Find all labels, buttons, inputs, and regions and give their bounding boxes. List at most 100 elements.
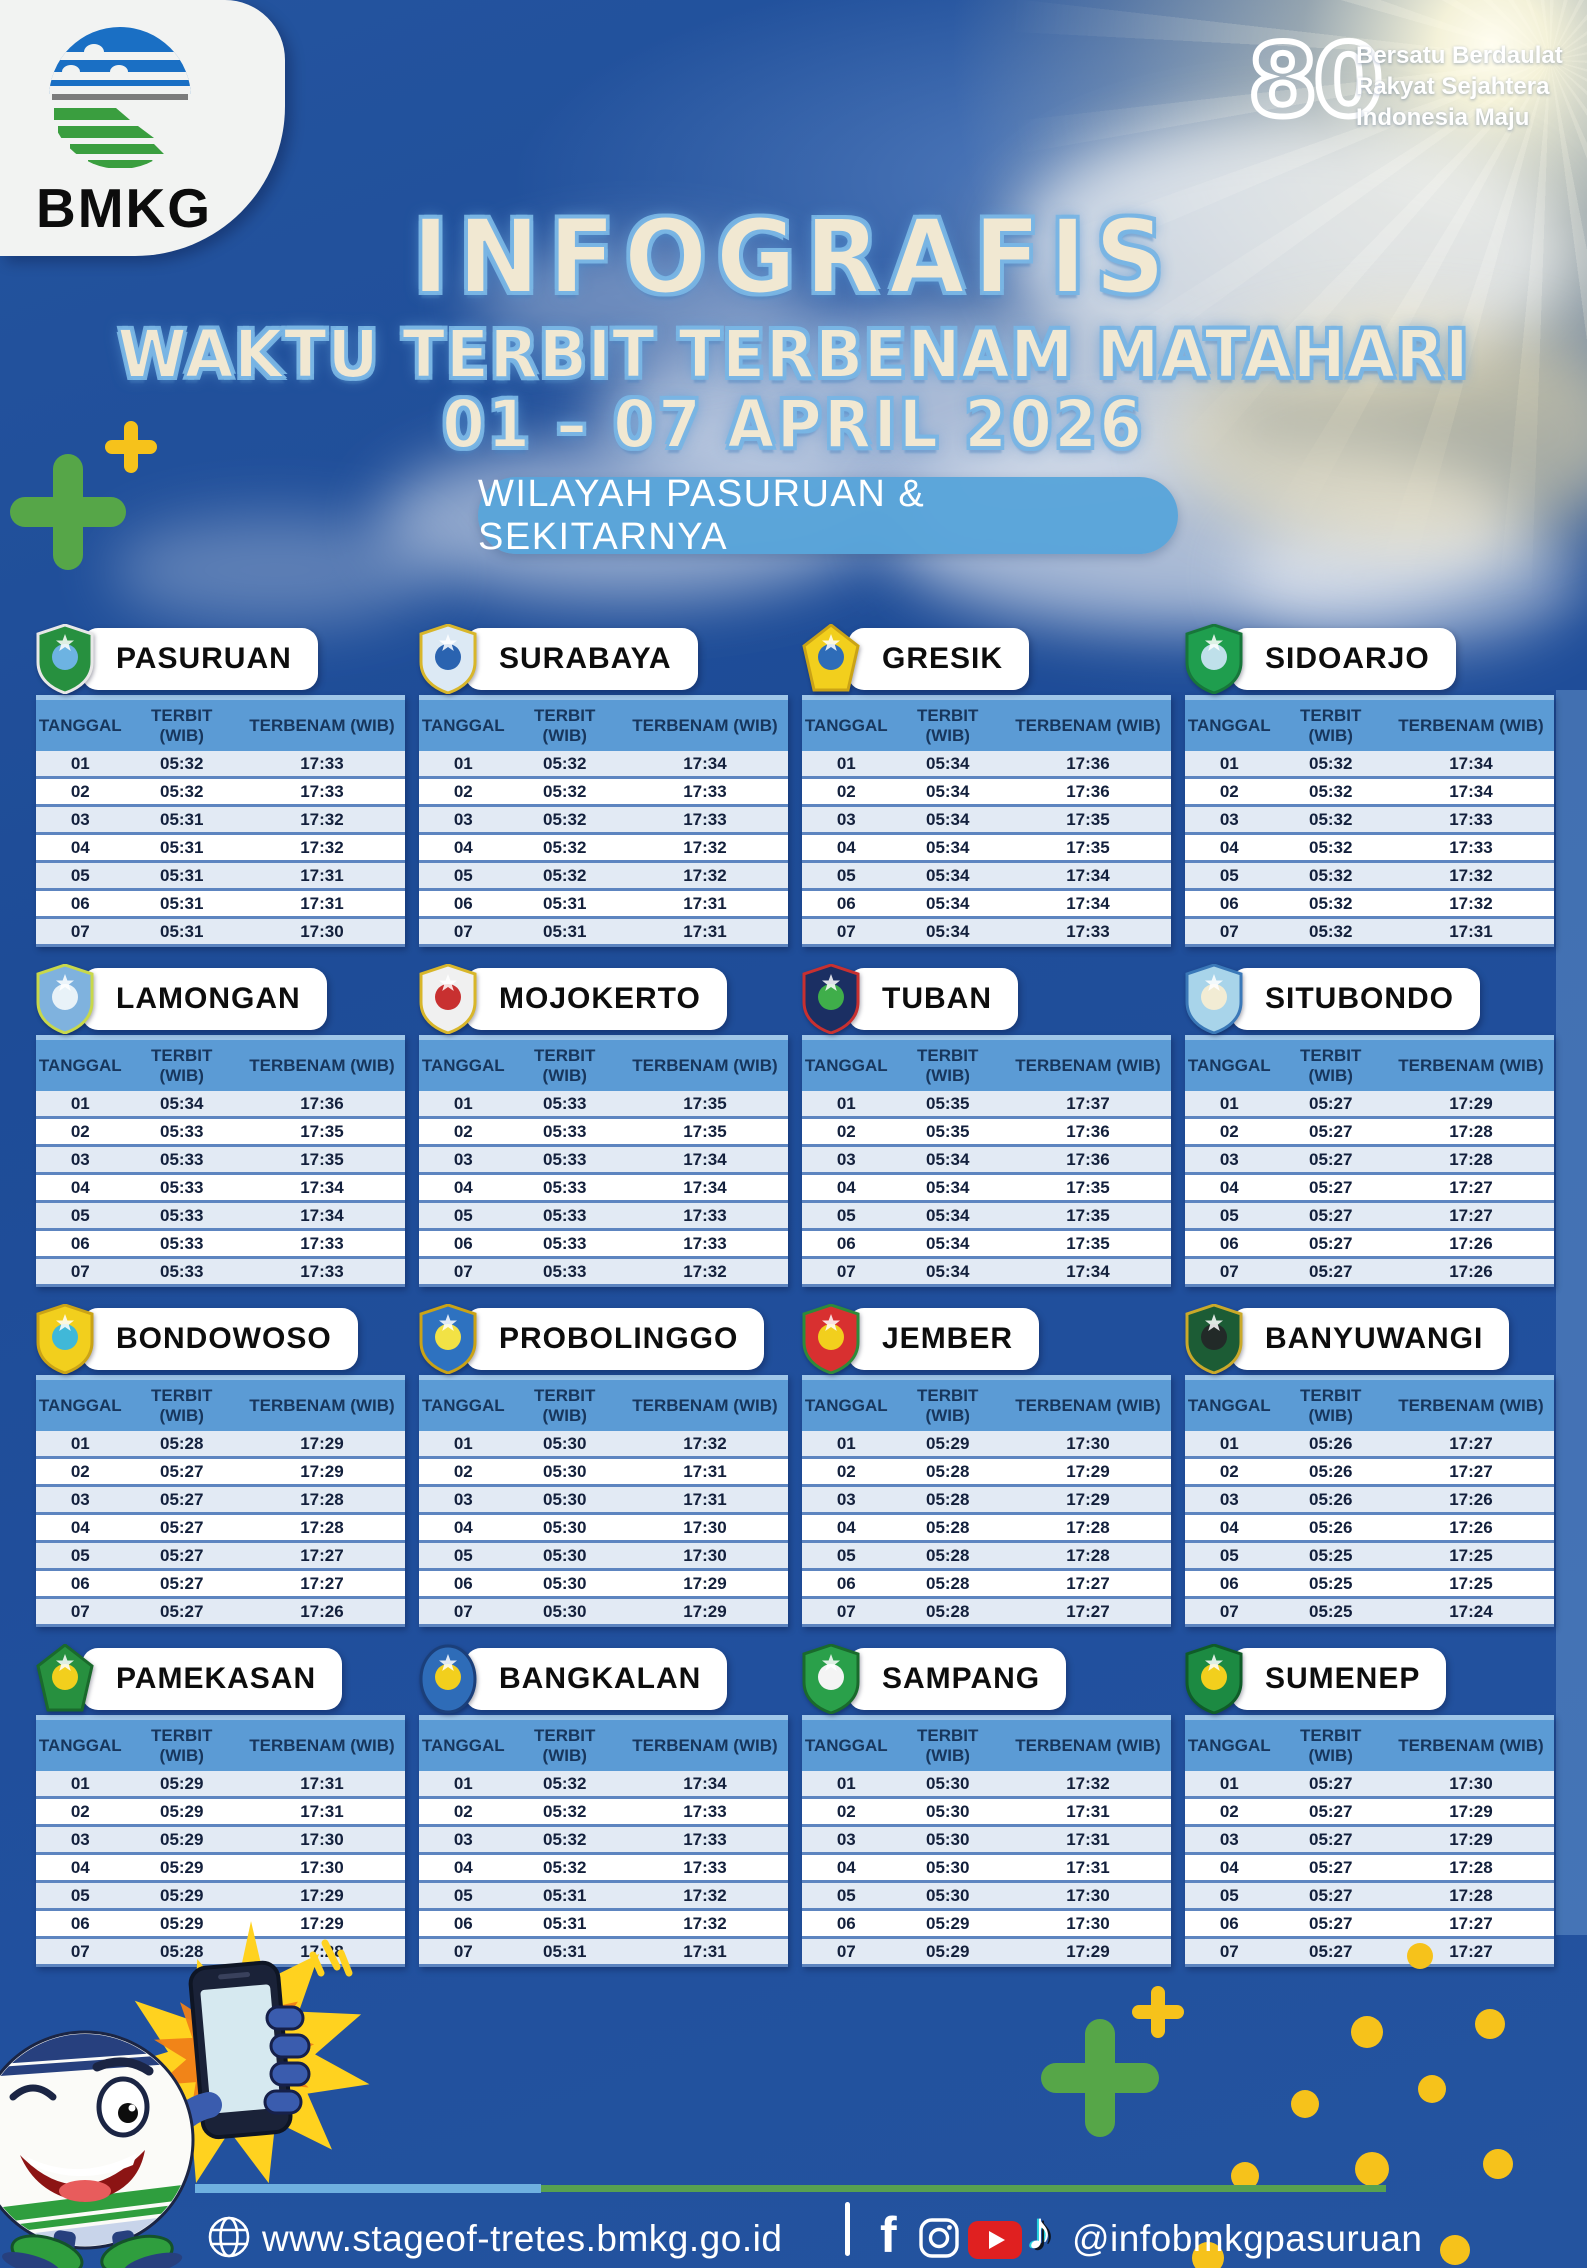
terbit-cell: 05:34: [890, 919, 1005, 947]
terbenam-cell: 17:36: [1004, 751, 1171, 779]
tanggal-cell: 01: [802, 751, 891, 779]
terbit-cell: 05:30: [890, 1855, 1005, 1883]
terbenam-cell: 17:35: [1004, 1203, 1171, 1231]
city-block-lamongan: LAMONGAN TANGGAL TERBIT (WIB) TERBENAM (WIB…: [36, 963, 405, 1287]
table-row: 07 05:34 17:33: [802, 919, 1171, 947]
pamekasan-emblem-icon: [36, 1643, 94, 1714]
table-row: 06 05:30 17:29: [419, 1571, 788, 1599]
tanggal-cell: 03: [36, 1147, 125, 1175]
col-header-tanggal: TANGGAL: [419, 1035, 508, 1091]
table-row: 01 05:33 17:35: [419, 1091, 788, 1119]
table-row: 03 05:33 17:34: [419, 1147, 788, 1175]
table-header-row: TANGGAL TERBIT (WIB) TERBENAM (WIB): [419, 1715, 788, 1771]
probolinggo-emblem-icon: [419, 1303, 477, 1375]
jember-emblem-icon: [802, 1303, 860, 1375]
tanggal-cell: 02: [802, 1119, 891, 1147]
badge-80-number: 80: [1245, 19, 1386, 142]
table-row: 02 05:27 17:28: [1185, 1119, 1554, 1147]
city-chip-row: BANYUWANGI: [1185, 1303, 1554, 1375]
tanggal-cell: 03: [1185, 1827, 1274, 1855]
terbenam-cell: 17:30: [238, 1827, 405, 1855]
table-row: 02 05:27 17:29: [1185, 1799, 1554, 1827]
tanggal-cell: 02: [1185, 1799, 1274, 1827]
terbit-cell: 05:30: [507, 1459, 622, 1487]
tanggal-cell: 06: [1185, 1571, 1274, 1599]
terbit-cell: 05:33: [124, 1147, 239, 1175]
tanggal-cell: 02: [36, 779, 125, 807]
mascot-legs: [2, 2230, 183, 2268]
tanggal-cell: 05: [1185, 1543, 1274, 1571]
table-row: 05 05:31 17:31: [36, 863, 405, 891]
tanggal-cell: 01: [36, 1091, 125, 1119]
table-row: 05 05:30 17:30: [419, 1543, 788, 1571]
city-chip: GRESIK: [848, 628, 1030, 690]
col-header-terbenam: TERBENAM (WIB): [1004, 1375, 1171, 1431]
table-row: 04 05:32 17:33: [1185, 835, 1554, 863]
tanggal-cell: 05: [419, 863, 508, 891]
terbenam-cell: 17:33: [621, 1231, 788, 1259]
table-row: 05 05:27 17:28: [1185, 1883, 1554, 1911]
terbit-cell: 05:30: [507, 1543, 622, 1571]
table-row: 02 05:32 17:33: [419, 779, 788, 807]
table-row: 06 05:34 17:35: [802, 1231, 1171, 1259]
col-header-tanggal: TANGGAL: [419, 1375, 508, 1431]
city-chip: SITUBONDO: [1231, 968, 1480, 1030]
terbit-cell: 05:34: [890, 835, 1005, 863]
col-header-terbenam: TERBENAM (WIB): [1004, 695, 1171, 751]
terbit-cell: 05:34: [890, 751, 1005, 779]
tanggal-cell: 07: [1185, 1599, 1274, 1627]
terbenam-cell: 17:33: [621, 1799, 788, 1827]
city-chip-row: PASURUAN: [36, 623, 405, 695]
city-chip-row: GRESIK: [802, 623, 1171, 692]
terbit-cell: 05:32: [1273, 835, 1388, 863]
tanggal-cell: 07: [802, 1599, 891, 1627]
terbenam-cell: 17:29: [238, 1459, 405, 1487]
terbenam-cell: 17:35: [1004, 1175, 1171, 1203]
table-row: 06 05:27 17:27: [36, 1571, 405, 1599]
table-header-row: TANGGAL TERBIT (WIB) TERBENAM (WIB): [36, 1035, 405, 1091]
terbit-cell: 05:25: [1273, 1543, 1388, 1571]
table-row: 05 05:28 17:28: [802, 1543, 1171, 1571]
table-header-row: TANGGAL TERBIT (WIB) TERBENAM (WIB): [36, 1375, 405, 1431]
city-table-sidoarjo: TANGGAL TERBIT (WIB) TERBENAM (WIB) 01 05:32…: [1185, 695, 1554, 947]
tanggal-cell: 05: [419, 1883, 508, 1911]
col-header-tanggal: TANGGAL: [802, 1715, 891, 1771]
terbit-cell: 05:33: [507, 1231, 622, 1259]
terbit-cell: 05:26: [1273, 1431, 1388, 1459]
terbit-cell: 05:34: [890, 1259, 1005, 1287]
date-range-title: 01 – 07 APRIL 2026: [442, 385, 1145, 464]
table-row: 04 05:27 17:28: [1185, 1855, 1554, 1883]
col-header-terbenam: TERBENAM (WIB): [1004, 1715, 1171, 1771]
terbenam-cell: 17:30: [1004, 1911, 1171, 1939]
tanggal-cell: 02: [419, 779, 508, 807]
plus-decoration-yellow: [124, 421, 138, 473]
city-name-label: SUMENEP: [1265, 1662, 1421, 1695]
tanggal-cell: 05: [36, 863, 125, 891]
tanggal-cell: 07: [419, 919, 508, 947]
terbit-cell: 05:29: [124, 1799, 239, 1827]
tanggal-cell: 03: [419, 1827, 508, 1855]
city-block-jember: JEMBER TANGGAL TERBIT (WIB) TERBENAM (WIB) 0…: [802, 1303, 1171, 1627]
city-tables-grid: PASURUAN TANGGAL TERBIT (WIB) TERBENAM (WIB…: [36, 623, 1558, 1967]
tanggal-cell: 02: [419, 1459, 508, 1487]
terbenam-cell: 17:30: [621, 1543, 788, 1571]
facebook-icon: f: [880, 2207, 897, 2263]
tanggal-cell: 07: [36, 1599, 125, 1627]
city-chip: SUMENEP: [1231, 1648, 1447, 1710]
tanggal-cell: 01: [1185, 751, 1274, 779]
terbit-cell: 05:33: [507, 1259, 622, 1287]
terbit-cell: 05:26: [1273, 1487, 1388, 1515]
table-row: 05 05:33 17:34: [36, 1203, 405, 1231]
terbit-cell: 05:33: [124, 1203, 239, 1231]
terbit-cell: 05:29: [124, 1911, 239, 1939]
city-chip: BANYUWANGI: [1231, 1308, 1510, 1370]
city-name-label: SITUBONDO: [1265, 982, 1454, 1015]
terbenam-cell: 17:33: [621, 807, 788, 835]
col-header-terbenam: TERBENAM (WIB): [238, 1715, 405, 1771]
tanggal-cell: 06: [1185, 1911, 1274, 1939]
table-row: 02 05:34 17:36: [802, 779, 1171, 807]
tanggal-cell: 03: [36, 1487, 125, 1515]
terbit-cell: 05:29: [124, 1855, 239, 1883]
tanggal-cell: 03: [419, 1487, 508, 1515]
terbenam-cell: 17:30: [621, 1515, 788, 1543]
